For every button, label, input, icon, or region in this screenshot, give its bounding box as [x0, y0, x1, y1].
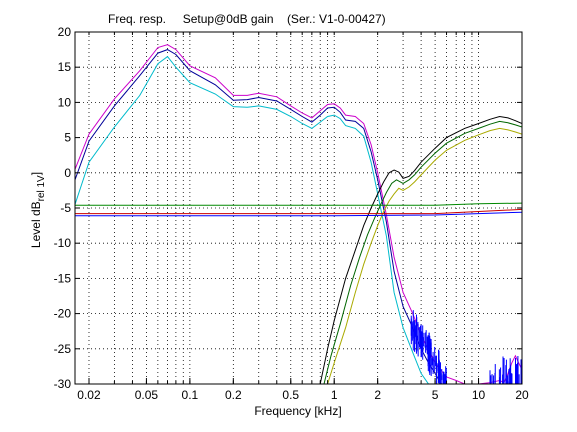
- y-tick-label: -30: [54, 377, 72, 391]
- axis-ticks: [75, 31, 523, 385]
- y-tick-label: -20: [54, 307, 72, 321]
- x-tick-label: 0.1: [182, 388, 199, 402]
- x-tick-label: 0.2: [225, 388, 242, 402]
- y-tick-label: 20: [58, 25, 72, 39]
- x-tick-label: 0.05: [135, 388, 159, 402]
- series-line-9: [75, 211, 522, 217]
- series-line-2: [75, 49, 442, 384]
- x-tick-labels: 0.02 0.05 0.1 0.2 0.5 1 2 5 10 20: [77, 388, 529, 402]
- series-line-6: [327, 127, 522, 384]
- y-tick-label: 5: [64, 131, 71, 145]
- x-tick-label: 10: [472, 388, 486, 402]
- y-tick-label: -25: [54, 342, 72, 356]
- y-tick-label: -10: [54, 236, 72, 250]
- chart-title: Freq. resp. Setup@0dB gain (Ser.: V1-0-0…: [108, 12, 386, 26]
- series-line-7: [75, 202, 522, 206]
- y-tick-label: 15: [58, 60, 72, 74]
- plot-area: [75, 44, 522, 384]
- svg-text:Level dBrel 1V]: Level dBrel 1V]: [29, 172, 47, 248]
- y-axis-label-main: Level dB: [29, 201, 43, 248]
- x-tick-label: 20: [515, 388, 529, 402]
- y-tick-labels: 20 15 10 5 0 -5 -10 -15 -20 -25 -30: [54, 25, 72, 391]
- y-axis-label-sub: rel 1V: [36, 175, 47, 201]
- y-axis-label: Level dBrel 1V]: [29, 172, 47, 248]
- x-tick-label: 2: [374, 388, 381, 402]
- series-line-5: [323, 120, 522, 384]
- x-tick-label: 5: [432, 388, 439, 402]
- x-tick-label: 0.02: [77, 388, 101, 402]
- series-line-8: [75, 208, 522, 215]
- x-tick-label: 1: [331, 388, 338, 402]
- y-axis-label-close: ]: [29, 172, 43, 175]
- noise-band: [410, 310, 522, 384]
- series-line-4: [319, 115, 522, 384]
- y-tick-label: -15: [54, 271, 72, 285]
- x-axis-label: Frequency [kHz]: [254, 404, 341, 418]
- y-tick-label: 0: [64, 166, 71, 180]
- series-line-3: [75, 55, 429, 384]
- x-tick-label: 0.5: [282, 388, 299, 402]
- series-group: [75, 44, 522, 384]
- y-tick-label: 10: [58, 95, 72, 109]
- y-tick-label: -5: [60, 201, 71, 215]
